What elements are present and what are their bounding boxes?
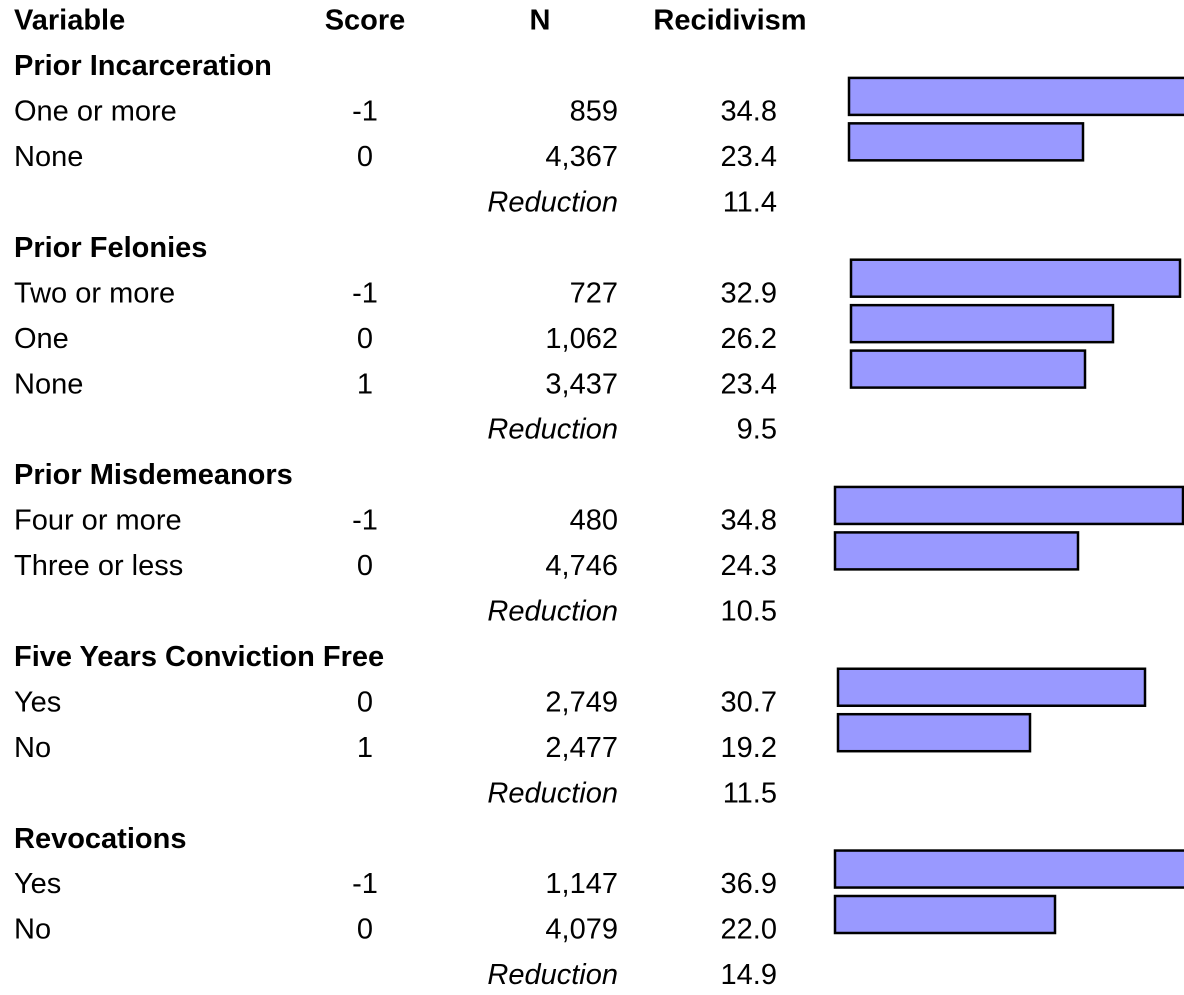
row-label: Four or more	[14, 505, 182, 537]
group-title: Prior Incarceration	[14, 50, 272, 82]
score: 1	[357, 732, 373, 764]
row-label: Yes	[14, 686, 61, 718]
n-value: 1,062	[545, 323, 618, 355]
score: 0	[357, 141, 373, 173]
reduction-label: Reduction	[487, 777, 618, 809]
group-title: Revocations	[14, 823, 186, 855]
n-value: 3,437	[545, 368, 618, 400]
n-value: 727	[570, 277, 618, 309]
recidivism: 26.2	[721, 323, 777, 355]
n-value: 2,477	[545, 732, 618, 764]
recidivism-bar	[847, 122, 1085, 162]
row-label: Three or less	[14, 550, 183, 582]
reduction-value: 11.4	[723, 186, 777, 218]
recidivism: 36.9	[721, 868, 777, 900]
recidivism-bar	[847, 76, 1184, 117]
recidivism: 30.7	[721, 686, 777, 718]
score: 0	[357, 914, 373, 946]
reduction-value: 11.5	[723, 777, 777, 809]
score: 1	[357, 368, 373, 400]
n-value: 2,749	[545, 686, 618, 718]
row-label: Two or more	[14, 277, 175, 309]
recidivism: 23.4	[721, 141, 777, 173]
reduction-label: Reduction	[487, 959, 618, 991]
group-title: Prior Felonies	[14, 232, 207, 264]
score: 0	[357, 550, 373, 582]
recidivism: 34.8	[721, 505, 777, 537]
header-cell: Recidivism	[653, 5, 806, 37]
n-value: 480	[570, 505, 618, 537]
recidivism-bar	[833, 531, 1080, 571]
recidivism-bar	[849, 258, 1182, 298]
group-title: Prior Misdemeanors	[14, 459, 293, 491]
recidivism-bar	[836, 667, 1147, 707]
recidivism-bar	[849, 303, 1115, 344]
recidivism-bar	[833, 485, 1184, 526]
recidivism: 24.3	[721, 550, 777, 582]
score: -1	[352, 868, 378, 900]
recidivism: 23.4	[721, 368, 777, 400]
recidivism: 32.9	[721, 277, 777, 309]
row-label: None	[14, 368, 83, 400]
reduction-label: Reduction	[487, 414, 618, 446]
row-label: One or more	[14, 96, 177, 128]
reduction-value: 9.5	[737, 414, 777, 446]
reduction-label: Reduction	[487, 596, 618, 628]
n-value: 4,079	[545, 914, 618, 946]
row-label: No	[14, 914, 51, 946]
recidivism: 19.2	[721, 732, 777, 764]
reduction-value: 14.9	[721, 959, 777, 991]
recidivism-bar	[833, 849, 1184, 889]
n-value: 4,746	[545, 550, 618, 582]
reduction-value: 10.5	[721, 596, 777, 628]
recidivism-bar	[849, 349, 1087, 389]
n-value: 1,147	[545, 868, 618, 900]
row-label: None	[14, 141, 83, 173]
header-cell: Score	[325, 5, 406, 37]
recidivism: 22.0	[721, 914, 777, 946]
score: 0	[357, 686, 373, 718]
row-label: No	[14, 732, 51, 764]
score: -1	[352, 96, 378, 128]
n-value: 859	[570, 96, 618, 128]
header-cell: Variable	[14, 5, 125, 37]
score: -1	[352, 505, 378, 537]
reduction-label: Reduction	[487, 186, 618, 218]
recidivism: 34.8	[721, 96, 777, 128]
row-label: One	[14, 323, 69, 355]
header-cell: N	[530, 5, 551, 37]
score: -1	[352, 277, 378, 309]
n-value: 4,367	[545, 141, 618, 173]
row-label: Yes	[14, 868, 61, 900]
group-title: Five Years Conviction Free	[14, 641, 384, 673]
recidivism-bar	[833, 894, 1057, 935]
score: 0	[357, 323, 373, 355]
recidivism-bar	[836, 712, 1032, 753]
